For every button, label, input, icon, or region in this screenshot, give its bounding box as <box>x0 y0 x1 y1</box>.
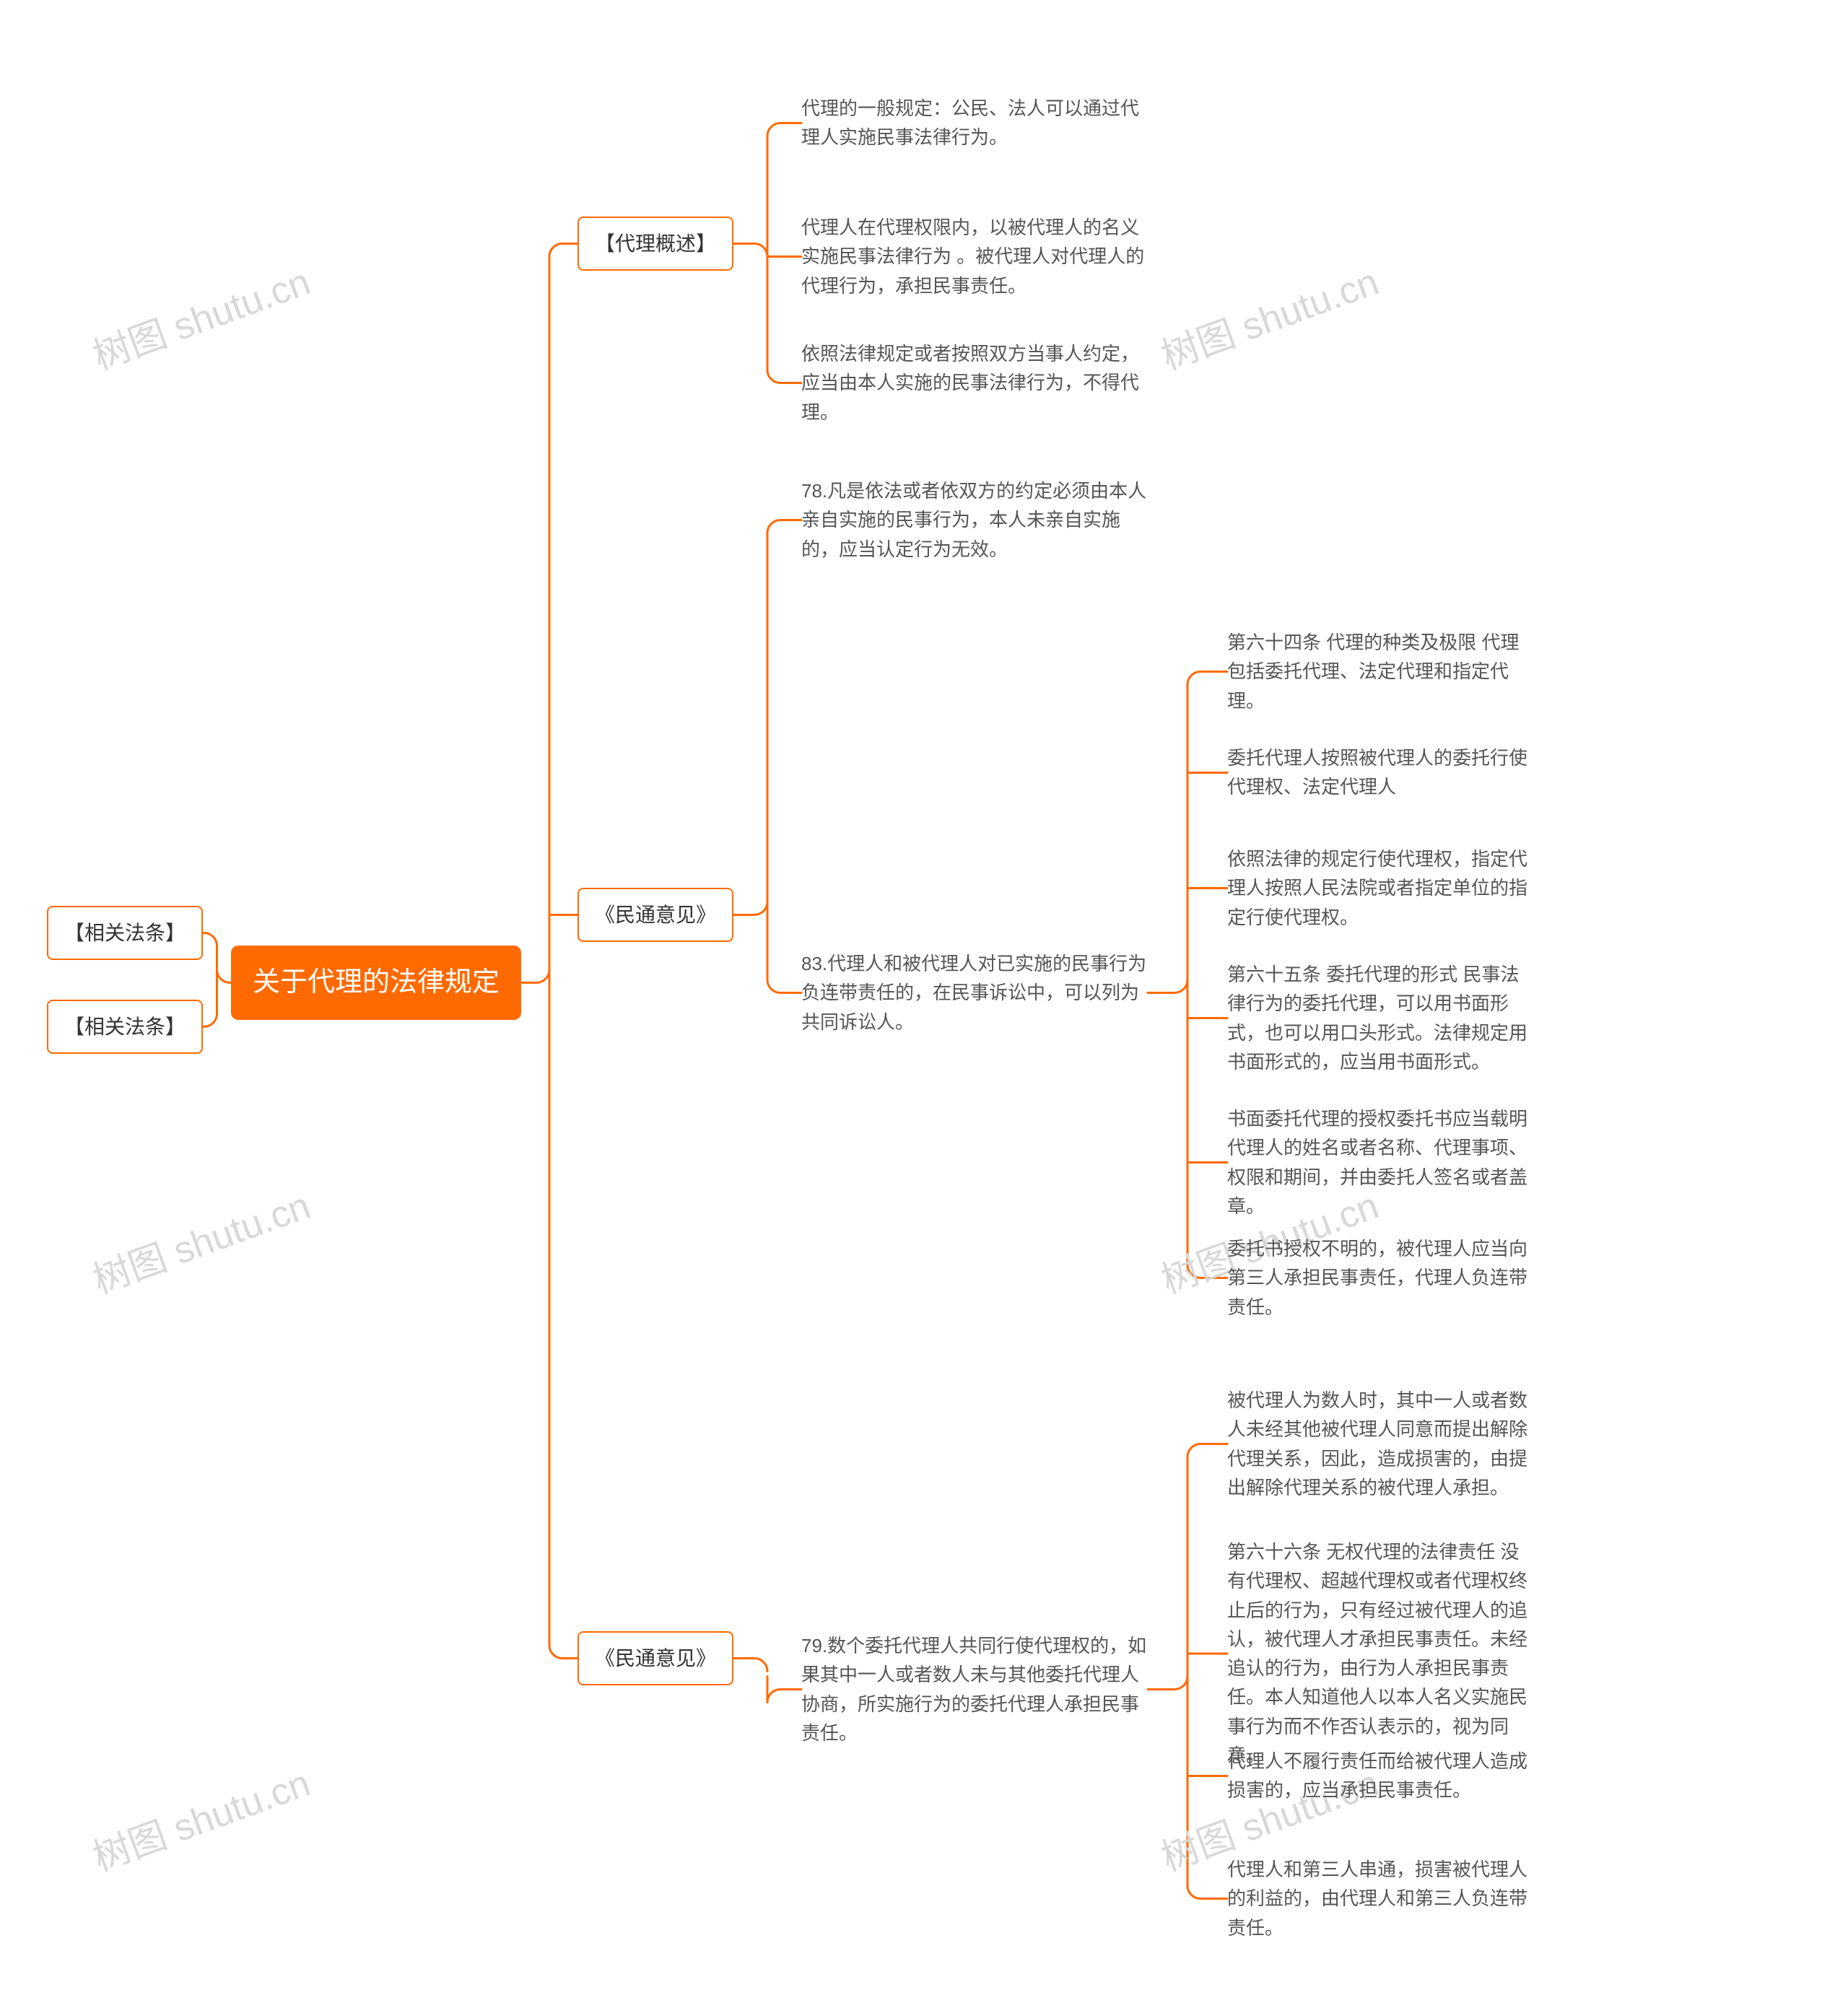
mid-node[interactable]: 83.代理人和被代理人对已实施的民事行为负连带责任的，在民事诉讼中，可以列为共同… <box>801 949 1148 1036</box>
leaf-node[interactable]: 依照法律的规定行使代理权，指定代理人按照人民法院或者指定单位的指定行使代理权。 <box>1227 844 1538 932</box>
mid-node[interactable]: 79.数个委托代理人共同行使代理权的，如果其中一人或者数人未与其他委托代理人协商… <box>801 1631 1148 1747</box>
left-branch-node[interactable]: 【相关法条】 <box>47 1000 203 1054</box>
leaf-node[interactable]: 委托书授权不明的，被代理人应当向第三人承担民事责任，代理人负连带责任。 <box>1227 1234 1538 1322</box>
left-branch-node[interactable]: 【相关法条】 <box>47 906 203 960</box>
mid-node[interactable]: 代理人在代理权限内，以被代理人的名义实施民事法律行为 。被代理人对代理人的代理行… <box>801 213 1148 300</box>
root-node[interactable]: 关于代理的法律规定 <box>231 946 521 1020</box>
mid-node[interactable]: 代理的一般规定：公民、法人可以通过代理人实施民事法律行为。 <box>801 94 1148 152</box>
mindmap-canvas: 树图 shutu.cn 树图 shutu.cn 树图 shutu.cn 树图 shut… <box>0 0 1848 1995</box>
leaf-node[interactable]: 第六十四条 代理的种类及极限 代理包括委托代理、法定代理和指定代理。 <box>1227 628 1538 715</box>
branch-node[interactable]: 【代理概述】 <box>578 217 733 271</box>
branch-node[interactable]: 《民通意见》 <box>578 1631 733 1685</box>
watermark: 树图 shutu.cn <box>84 251 317 380</box>
leaf-node[interactable]: 书面委托代理的授权委托书应当载明代理人的姓名或者名称、代理事项、权限和期间，并由… <box>1227 1104 1538 1221</box>
mid-node[interactable]: 依照法律规定或者按照双方当事人约定，应当由本人实施的民事法律行为，不得代理。 <box>801 339 1148 427</box>
leaf-node[interactable]: 代理人和第三人串通，损害被代理人的利益的，由代理人和第三人负连带责任。 <box>1227 1855 1538 1942</box>
branch-node[interactable]: 《民通意见》 <box>578 888 733 942</box>
watermark: 树图 shutu.cn <box>1153 251 1385 380</box>
leaf-node[interactable]: 代理人不履行责任而给被代理人造成损害的，应当承担民事责任。 <box>1227 1747 1538 1805</box>
leaf-node[interactable]: 委托代理人按照被代理人的委托行使代理权、法定代理人 <box>1227 743 1538 802</box>
leaf-node[interactable]: 第六十六条 无权代理的法律责任 没有代理权、超越代理权或者代理权终止后的行为，只… <box>1227 1537 1538 1770</box>
leaf-node[interactable]: 第六十五条 委托代理的形式 民事法律行为的委托代理，可以用书面形式，也可以用口头… <box>1227 960 1538 1076</box>
watermark: 树图 shutu.cn <box>84 1175 317 1304</box>
watermark: 树图 shutu.cn <box>84 1752 317 1881</box>
leaf-node[interactable]: 被代理人为数人时，其中一人或者数人未经其他被代理人同意而提出解除代理关系，因此，… <box>1227 1386 1538 1502</box>
mid-node[interactable]: 78.凡是依法或者依双方的约定必须由本人亲自实施的民事行为，本人未亲自实施的，应… <box>801 476 1148 564</box>
